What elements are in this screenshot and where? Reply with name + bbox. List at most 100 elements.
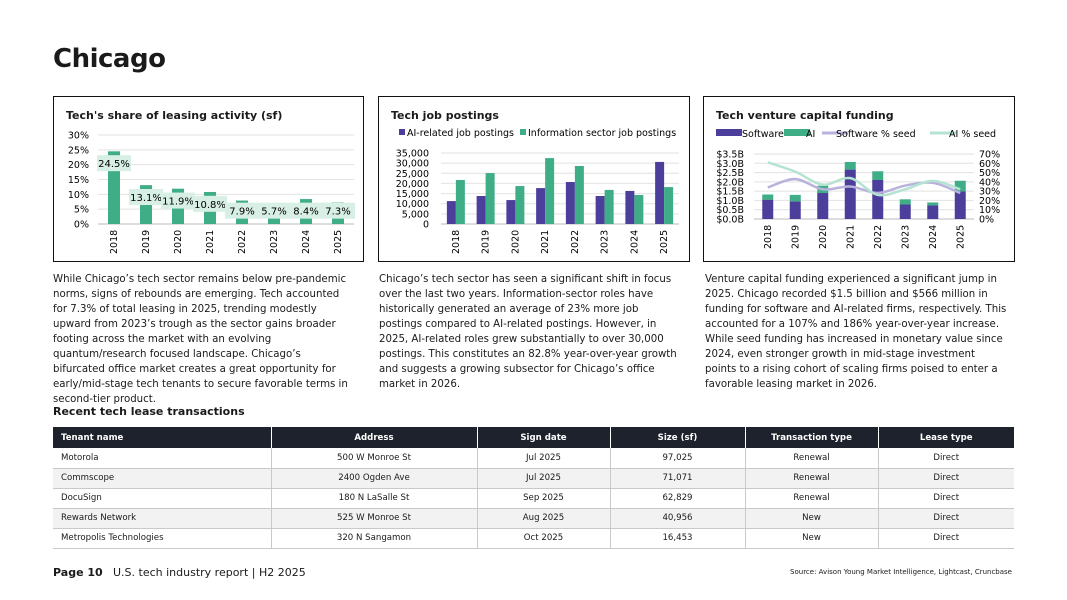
table-header-row: Tenant name Address Sign date Size (sf) Tran…	[53, 427, 1014, 448]
bar-ai	[872, 171, 884, 180]
vc-funding-paragraph: Venture capital funding experienced a si…	[705, 274, 1007, 390]
table-row: Rewards Network 525 W Monroe St Aug 2025 40…	[53, 508, 1014, 529]
bar	[446, 201, 456, 224]
column-header: Size (sf)	[609, 427, 745, 448]
x-tick-label: 2025	[955, 225, 966, 249]
report-name: U.S. tech industry report | H2 2025	[113, 566, 306, 579]
line-ai-seed	[767, 161, 961, 197]
x-tick-label: 2021	[540, 230, 551, 254]
table-cell: Rewards Network	[53, 508, 271, 529]
table-cell: Commscope	[53, 468, 271, 489]
bar-ai	[927, 202, 939, 206]
legend-label-info: Information sector job postings	[528, 128, 676, 139]
table-cell: DocuSign	[53, 488, 271, 509]
vc-funding-chart: Software AI Software % seed AI % seed $0.0B $…	[703, 96, 1015, 262]
table-title: Recent tech lease transactions	[53, 405, 245, 418]
y-right-tick-label: 20%	[979, 196, 1000, 207]
bar	[625, 190, 635, 224]
y-tick-label: 20%	[68, 160, 89, 171]
bar	[506, 200, 516, 224]
y-tick-label: 10,000	[396, 199, 429, 210]
x-tick-label: 2021	[205, 230, 216, 254]
y-right-tick-label: 40%	[979, 177, 1000, 188]
x-tick-label: 2024	[301, 230, 312, 254]
table-cell: 97,025	[609, 448, 745, 469]
table-cell: 16,453	[609, 528, 745, 549]
bar-software	[927, 205, 939, 219]
y-tick-label: 10%	[68, 190, 89, 201]
bar	[455, 179, 465, 224]
source-note: Source: Avison Young Market Intelligence…	[790, 568, 1012, 576]
leasing-share-chart: 0% 5% 10% 15% 20% 25% 30% 24.5% 13.1% 11.9% 10.8% 7…	[53, 96, 364, 262]
y-tick-label: $1.0B	[716, 196, 744, 207]
bar-ai	[844, 161, 856, 170]
x-tick-label: 2024	[928, 225, 939, 249]
x-tick-label: 2022	[873, 225, 884, 249]
y-tick-label: 30%	[68, 131, 89, 142]
table-body: Motorola 500 W Monroe St Jul 2025 97,025 Ren…	[53, 448, 1014, 549]
y-tick-label: $0.5B	[716, 205, 744, 216]
x-tick-label: 2018	[763, 225, 774, 249]
bar-ai	[762, 194, 774, 200]
bar-software	[954, 191, 966, 219]
x-tick-label: 2019	[790, 225, 801, 249]
x-tick-label: 2024	[629, 230, 640, 254]
bar-software	[899, 204, 911, 219]
chart-title: Tech venture capital funding	[716, 109, 894, 122]
x-tick-label: 2025	[659, 230, 670, 254]
bar	[655, 161, 665, 224]
table-cell: 62,829	[609, 488, 745, 509]
y-tick-label: $0.0B	[716, 215, 744, 226]
table-row: Metropolis Technologies 320 N Sangamon Oct…	[53, 528, 1014, 549]
bar	[634, 194, 644, 224]
data-label-bg	[225, 202, 259, 219]
data-label-bg	[257, 202, 291, 219]
y-tick-label: 30,000	[396, 159, 429, 170]
table-cell: Direct	[877, 448, 1014, 469]
bar	[476, 196, 486, 224]
bar	[545, 158, 555, 224]
x-tick-label: 2018	[451, 230, 462, 254]
table-cell: 40,956	[609, 508, 745, 529]
bar-software	[817, 193, 829, 219]
y-tick-label: 20,000	[396, 179, 429, 190]
bar-software	[844, 169, 856, 219]
bar-ai	[789, 194, 801, 202]
y-right-tick-label: 60%	[979, 159, 1000, 170]
chart-title: Tech's share of leasing activity (sf)	[66, 109, 283, 122]
table-cell: 180 N LaSalle St	[270, 488, 477, 509]
table-cell: Aug 2025	[476, 508, 610, 529]
table-cell: Jul 2025	[476, 468, 610, 489]
leasing-paragraph: While Chicago’s tech sector remains belo…	[53, 274, 348, 405]
legend-label-ai: AI-related job postings	[407, 128, 514, 139]
legend-label: AI	[806, 129, 815, 140]
y-tick-label: 5,000	[402, 209, 429, 220]
legend-swatch	[716, 129, 742, 136]
table-row: Motorola 500 W Monroe St Jul 2025 97,025 Ren…	[53, 448, 1014, 469]
table-row: DocuSign 180 N LaSalle St Sep 2025 62,829 Re…	[53, 488, 1014, 509]
table-cell: 71,071	[609, 468, 745, 489]
x-tick-label: 2022	[237, 230, 248, 254]
legend-swatch-ai	[399, 129, 405, 135]
data-label: 10.8%	[194, 200, 226, 211]
bar	[515, 186, 525, 224]
x-tick-label: 2018	[109, 230, 120, 254]
table-cell: 2400 Ogden Ave	[270, 468, 477, 489]
table-cell: Oct 2025	[476, 528, 610, 549]
bar	[604, 189, 614, 224]
y-tick-label: 5%	[74, 205, 89, 216]
bar	[664, 187, 674, 224]
bar-ai	[899, 199, 911, 205]
data-label-bg	[97, 155, 131, 172]
legend-label: Software	[742, 129, 784, 140]
y-right-tick-label: 0%	[979, 215, 994, 226]
data-label: 7.9%	[229, 207, 254, 218]
x-tick-label: 2020	[510, 230, 521, 254]
y-tick-label: $1.5B	[716, 187, 744, 198]
x-tick-label: 2020	[818, 225, 829, 249]
y-right-tick-label: 50%	[979, 168, 1000, 179]
job-postings-paragraph: Chicago’s tech sector has seen a signifi…	[379, 274, 677, 390]
data-label: 24.5%	[98, 159, 130, 170]
column-header: Address	[270, 427, 477, 448]
table-cell: 500 W Monroe St	[270, 448, 477, 469]
